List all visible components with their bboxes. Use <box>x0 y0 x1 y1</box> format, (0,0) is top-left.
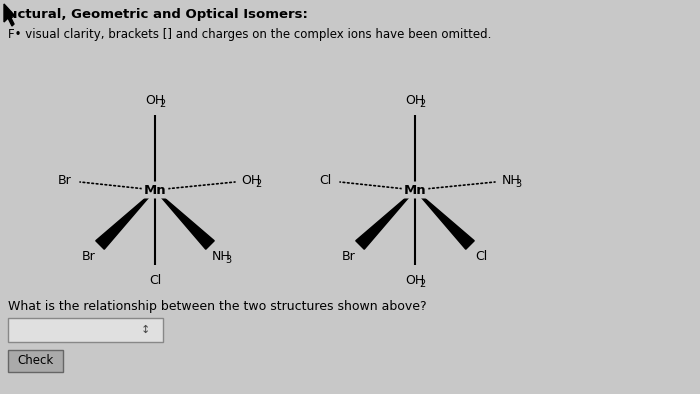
Text: Cl: Cl <box>319 174 331 187</box>
Polygon shape <box>356 190 415 249</box>
Text: OH: OH <box>405 93 425 106</box>
Text: 2: 2 <box>255 179 261 190</box>
Text: 3: 3 <box>225 255 231 265</box>
Text: 2: 2 <box>159 99 165 109</box>
Text: 3: 3 <box>515 179 521 190</box>
Text: uctural, Geometric and Optical Isomers:: uctural, Geometric and Optical Isomers: <box>8 8 308 21</box>
Bar <box>8 318 163 342</box>
Polygon shape <box>155 190 214 249</box>
Text: NH: NH <box>211 249 230 262</box>
Text: Br: Br <box>82 249 96 262</box>
Text: OH: OH <box>146 93 164 106</box>
Text: ↕: ↕ <box>140 325 150 335</box>
Polygon shape <box>415 190 474 249</box>
Text: OH: OH <box>241 174 260 187</box>
Text: Check: Check <box>18 355 54 368</box>
Text: OH: OH <box>405 273 425 286</box>
Text: Cl: Cl <box>475 249 487 262</box>
Text: Br: Br <box>58 174 72 187</box>
Text: What is the relationship between the two structures shown above?: What is the relationship between the two… <box>8 300 426 313</box>
Text: Br: Br <box>342 249 356 262</box>
Text: F• visual clarity, brackets [] and charges on the complex ions have been omitted: F• visual clarity, brackets [] and charg… <box>8 28 491 41</box>
Text: Mn: Mn <box>144 184 167 197</box>
Text: NH: NH <box>502 174 520 187</box>
Polygon shape <box>96 190 155 249</box>
Text: Cl: Cl <box>149 273 161 286</box>
Text: 2: 2 <box>419 99 425 109</box>
Polygon shape <box>4 4 15 26</box>
Bar <box>8 350 63 372</box>
Text: 2: 2 <box>419 279 425 289</box>
Text: Mn: Mn <box>404 184 426 197</box>
